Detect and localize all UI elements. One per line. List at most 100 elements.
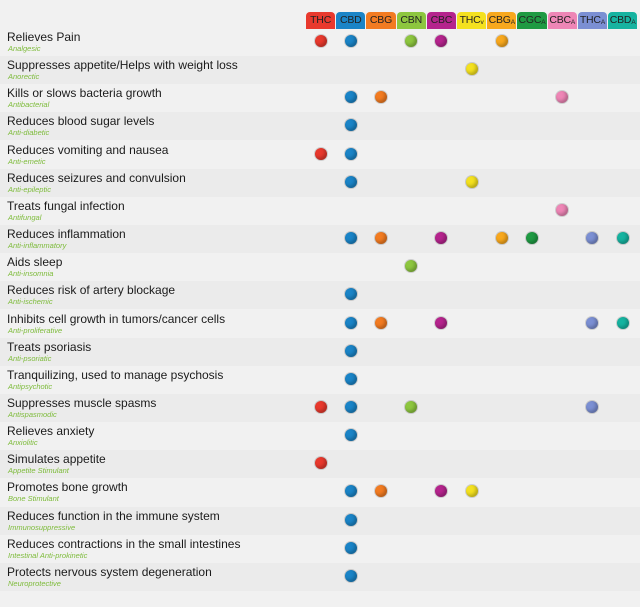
column-header-label: CBC xyxy=(430,14,453,26)
column-header-label: THC xyxy=(459,14,481,26)
benefit-subtitle: Antispasmodic xyxy=(8,409,57,419)
benefit-label: Reduces inflammation xyxy=(7,227,126,242)
benefit-label: Suppresses appetite/Helps with weight lo… xyxy=(7,58,238,73)
benefit-subtitle: Anti-inflammatory xyxy=(8,241,67,251)
table-row: Kills or slows bacteria growth Antibacter… xyxy=(0,84,640,112)
dot-thca xyxy=(586,400,599,413)
table-row: Reduces blood sugar levels Anti-diabetic xyxy=(0,112,640,141)
benefit-label: Relieves Pain xyxy=(7,30,81,44)
dot-cbd xyxy=(344,175,357,188)
column-header-cbg: CBG xyxy=(366,12,396,29)
benefit-subtitle: Analgesic xyxy=(8,44,41,53)
dot-cgca xyxy=(526,232,538,245)
dot-cbg xyxy=(375,91,387,104)
table-row: Protects nervous system degeneration Neur… xyxy=(0,562,640,591)
table-row: Reduces vomiting and nausea Anti-emetic xyxy=(0,141,640,169)
dot-cbg xyxy=(375,316,387,329)
dot-cbn xyxy=(405,400,418,413)
dot-cbg xyxy=(375,232,387,245)
benefit-subtitle: Anxiolitic xyxy=(8,438,38,448)
column-header-cbn: CBN xyxy=(396,12,426,29)
column-header-label: CBG xyxy=(369,14,393,26)
dot-thca xyxy=(586,316,599,329)
benefit-subtitle: Neuroprotective xyxy=(8,578,61,588)
column-header-suffix: v xyxy=(480,19,484,26)
benefit-subtitle: Intestinal Anti-prokinetic xyxy=(8,550,88,560)
table-row: Relieves anxiety Anxiolitic xyxy=(0,422,640,450)
column-header-suffix: A xyxy=(510,19,515,26)
dot-cbda xyxy=(616,316,629,329)
column-header-suffix: A xyxy=(600,19,605,26)
benefit-label: Reduces vomiting and nausea xyxy=(7,142,169,157)
benefit-subtitle: Anti-psoriatic xyxy=(8,353,52,363)
table-row: Aids sleep Anti-insomnia xyxy=(0,253,640,281)
benefit-label: Treats fungal infection xyxy=(7,198,125,213)
benefit-label: Reduces seizures and convulsion xyxy=(7,170,186,185)
dot-cbga xyxy=(495,35,508,47)
table-row: Suppresses appetite/Helps with weight lo… xyxy=(0,56,640,85)
dot-thcv xyxy=(465,485,478,498)
benefit-subtitle: Anti-diabetic xyxy=(8,128,50,138)
column-header-cgca: CGCA xyxy=(517,12,547,29)
benefit-subtitle: Anti-ischemic xyxy=(8,297,53,307)
dot-cbd xyxy=(344,569,357,582)
benefit-label: Suppresses muscle spasms xyxy=(7,395,157,410)
benefit-label: Inhibits cell growth in tumors/cancer ce… xyxy=(7,311,226,326)
table-row: Suppresses muscle spasms Antispasmodic xyxy=(0,393,640,422)
dot-cbd xyxy=(344,400,357,413)
column-header-cbda: CBDA xyxy=(608,12,638,29)
dot-cbd xyxy=(344,429,357,442)
benefit-subtitle: Anti-emetic xyxy=(8,156,46,166)
column-header-suffix: A xyxy=(570,19,576,26)
benefit-label: Treats psoriasis xyxy=(7,339,92,354)
benefit-subtitle: Antipsychotic xyxy=(8,381,53,391)
dot-cbd xyxy=(344,513,357,526)
column-header-cbca: CBCA xyxy=(547,12,577,29)
table-row: Tranquilizing, used to manage psychosis A… xyxy=(0,366,640,394)
table-row: Reduces seizures and convulsion Anti-epil… xyxy=(0,168,640,197)
dot-cbd xyxy=(344,316,357,329)
dot-cbd xyxy=(344,344,357,357)
dot-cbc xyxy=(435,316,448,329)
benefit-subtitle: Anti-proliferative xyxy=(8,325,63,335)
benefit-label: Promotes bone growth xyxy=(7,480,128,495)
column-header-label: CBD xyxy=(339,14,362,26)
benefit-subtitle: Antibacterial xyxy=(8,100,50,110)
dot-cbn xyxy=(405,35,418,47)
benefit-subtitle: Appetite Stimulant xyxy=(8,466,69,476)
benefit-label: Kills or slows bacteria growth xyxy=(7,86,162,101)
column-header-label: THC xyxy=(579,14,601,26)
dot-thcv xyxy=(465,63,478,76)
column-header-thc: THC xyxy=(306,12,336,29)
column-header-cbga: CBGA xyxy=(487,12,517,29)
dot-cbn xyxy=(405,260,418,273)
table-row: Reduces risk of artery blockage Anti-isch… xyxy=(0,281,640,310)
dot-cbd xyxy=(344,232,357,245)
dot-cbca xyxy=(556,91,569,104)
dot-cbd xyxy=(344,91,357,104)
dot-cbd xyxy=(344,119,357,132)
column-header-cbd: CBD xyxy=(336,12,366,29)
table-row: Relieves Pain Analgesic xyxy=(0,28,640,56)
benefit-label: Protects nervous system degeneration xyxy=(7,564,212,579)
dot-cbc xyxy=(435,232,448,245)
column-header-cbc: CBC xyxy=(426,12,456,29)
column-header-thcv: THCv xyxy=(457,12,487,29)
dot-thcv xyxy=(465,175,478,188)
column-header-thca: THCA xyxy=(577,12,607,29)
dot-cbg xyxy=(375,485,387,498)
column-header-label: THC xyxy=(310,14,332,26)
benefit-subtitle: Antifungal xyxy=(8,212,42,222)
column-header-suffix: A xyxy=(541,19,546,26)
column-header-label: CBC xyxy=(549,14,571,26)
dot-thca xyxy=(586,232,599,245)
benefit-label: Relieves anxiety xyxy=(7,424,95,439)
benefit-subtitle: Bone Stimulant xyxy=(8,494,59,504)
column-header-label: CBD xyxy=(609,14,632,26)
table-row: Inhibits cell growth in tumors/cancer ce… xyxy=(0,310,640,338)
benefit-subtitle: Anti-insomnia xyxy=(8,269,54,279)
dot-cbda xyxy=(616,232,629,245)
dot-cbga xyxy=(495,232,508,245)
benefit-label: Tranquilizing, used to manage psychosis xyxy=(7,367,224,382)
